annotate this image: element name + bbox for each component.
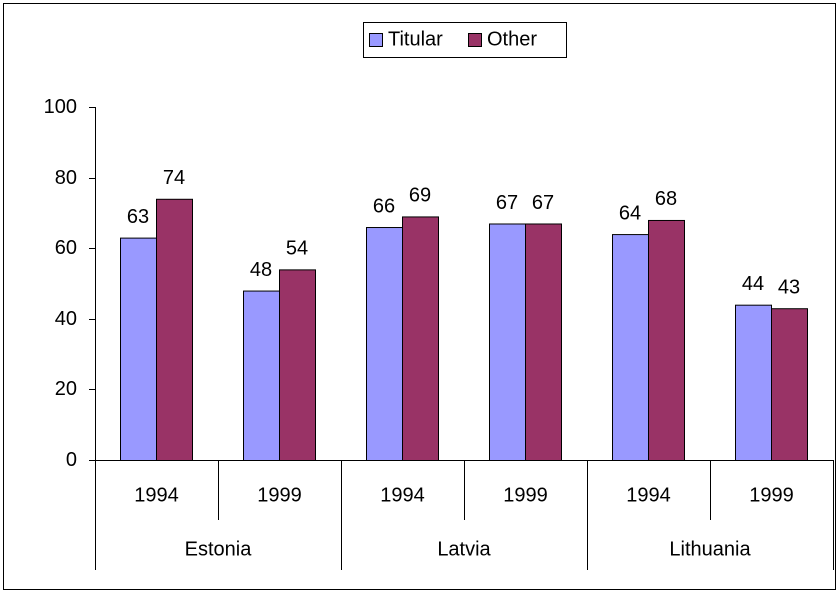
y-tick-label: 20 [55,378,77,400]
bar [243,290,280,461]
x-group-label: Estonia [185,538,253,560]
x-tick-label: 1999 [503,484,548,506]
y-tick-label: 0 [66,449,77,471]
bar [489,223,526,461]
data-label: 54 [286,238,308,260]
data-label: 74 [163,167,185,189]
bar [735,304,772,461]
y-tick-label: 80 [55,167,77,189]
bar [156,198,193,461]
data-label: 68 [655,188,677,210]
legend-swatch [468,33,482,47]
bar [279,269,316,461]
data-label: 64 [619,202,641,224]
data-label: 43 [778,276,800,298]
bar [612,234,649,461]
y-tick-label: 60 [55,237,77,259]
x-group-label: Lithuania [669,538,751,560]
data-label: 63 [127,206,149,228]
data-label: 67 [532,192,554,214]
data-label: 67 [496,192,518,214]
x-tick-label: 1999 [257,484,302,506]
x-tick-label: 1999 [749,484,794,506]
legend-label: Titular [388,28,443,50]
legend-box [363,22,567,58]
x-tick-label: 1994 [134,484,179,506]
data-label: 69 [409,185,431,207]
x-tick-label: 1994 [626,484,671,506]
legend-swatch [369,33,383,47]
bar [120,237,157,461]
x-tick-label: 1994 [380,484,425,506]
x-group-label: Latvia [437,538,491,560]
bar [648,219,685,461]
data-label: 44 [742,273,764,295]
bar [771,308,808,461]
data-label: 48 [250,259,272,281]
y-tick-label: 100 [44,96,77,118]
bar [366,227,403,461]
y-tick-label: 40 [55,308,77,330]
data-label: 66 [373,195,395,217]
legend-label: Other [487,28,537,50]
bar [402,216,439,461]
bar [525,223,562,461]
